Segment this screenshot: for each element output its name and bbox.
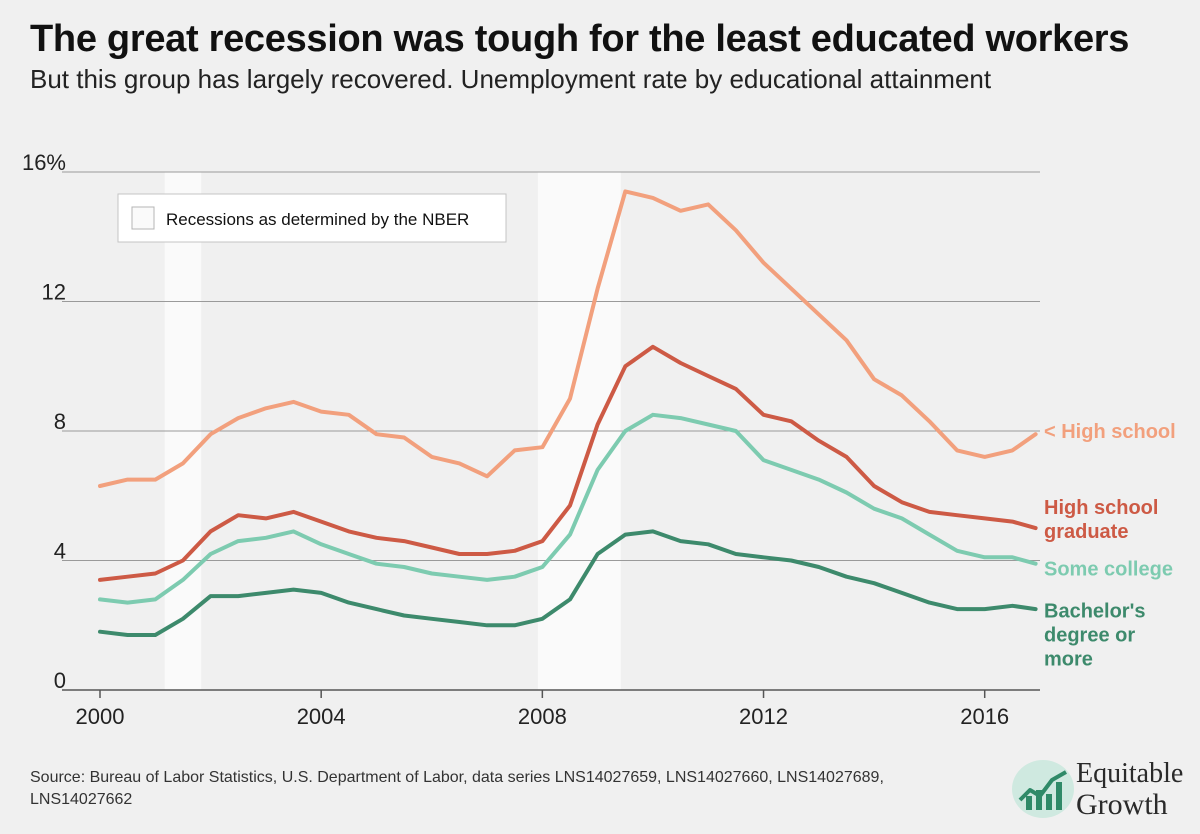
source-note: Source: Bureau of Labor Statistics, U.S.… bbox=[30, 769, 884, 808]
series-line-hs-graduate bbox=[98, 344, 1038, 582]
y-tick-label: 0 bbox=[54, 668, 66, 693]
y-tick-label: 4 bbox=[54, 539, 66, 564]
series-label-some-college: Some college bbox=[1044, 559, 1173, 581]
x-axis: 2000 2004 2008 2012 2016 bbox=[76, 690, 1009, 729]
gridlines bbox=[62, 171, 1040, 691]
y-tick-label: 12 bbox=[42, 280, 66, 305]
legend-swatch bbox=[131, 206, 155, 230]
growth-chart-icon bbox=[1012, 760, 1074, 818]
y-tick-label: 8 bbox=[54, 409, 66, 434]
series-line-bachelors bbox=[98, 529, 1038, 637]
equitable-growth-logo: Equitable Growth bbox=[1012, 754, 1200, 824]
series-line-less-than-hs bbox=[98, 189, 1038, 488]
series-lines bbox=[98, 189, 1038, 637]
series-line-some-college bbox=[98, 412, 1038, 605]
series-labels: < High school High school graduate Some col… bbox=[1044, 421, 1176, 671]
legend-box bbox=[117, 193, 507, 243]
y-tick-label: 16% bbox=[22, 150, 66, 175]
legend: Recessions as determined by the NBER bbox=[117, 193, 507, 243]
series-label-less-than-hs: < High school bbox=[1044, 421, 1176, 443]
series-label-hs-graduate: High school graduate bbox=[1044, 497, 1158, 543]
logo-text-growth: Growth bbox=[1076, 788, 1168, 821]
x-tick-label: 2004 bbox=[297, 704, 346, 729]
chart-subtitle: But this group has largely recovered. Un… bbox=[30, 64, 992, 94]
x-tick-label: 2008 bbox=[518, 704, 567, 729]
x-tick-label: 2000 bbox=[76, 704, 125, 729]
series-label-bachelors: Bachelor's degree or more bbox=[1044, 601, 1145, 671]
logo-text-equitable: Equitable bbox=[1076, 758, 1184, 789]
chart-title: The great recession was tough for the le… bbox=[30, 18, 1130, 60]
x-tick-label: 2012 bbox=[739, 704, 788, 729]
y-axis: 0 4 8 12 16% bbox=[22, 150, 66, 693]
legend-label: Recessions as determined by the NBER bbox=[166, 210, 469, 229]
x-tick-label: 2016 bbox=[960, 704, 1009, 729]
